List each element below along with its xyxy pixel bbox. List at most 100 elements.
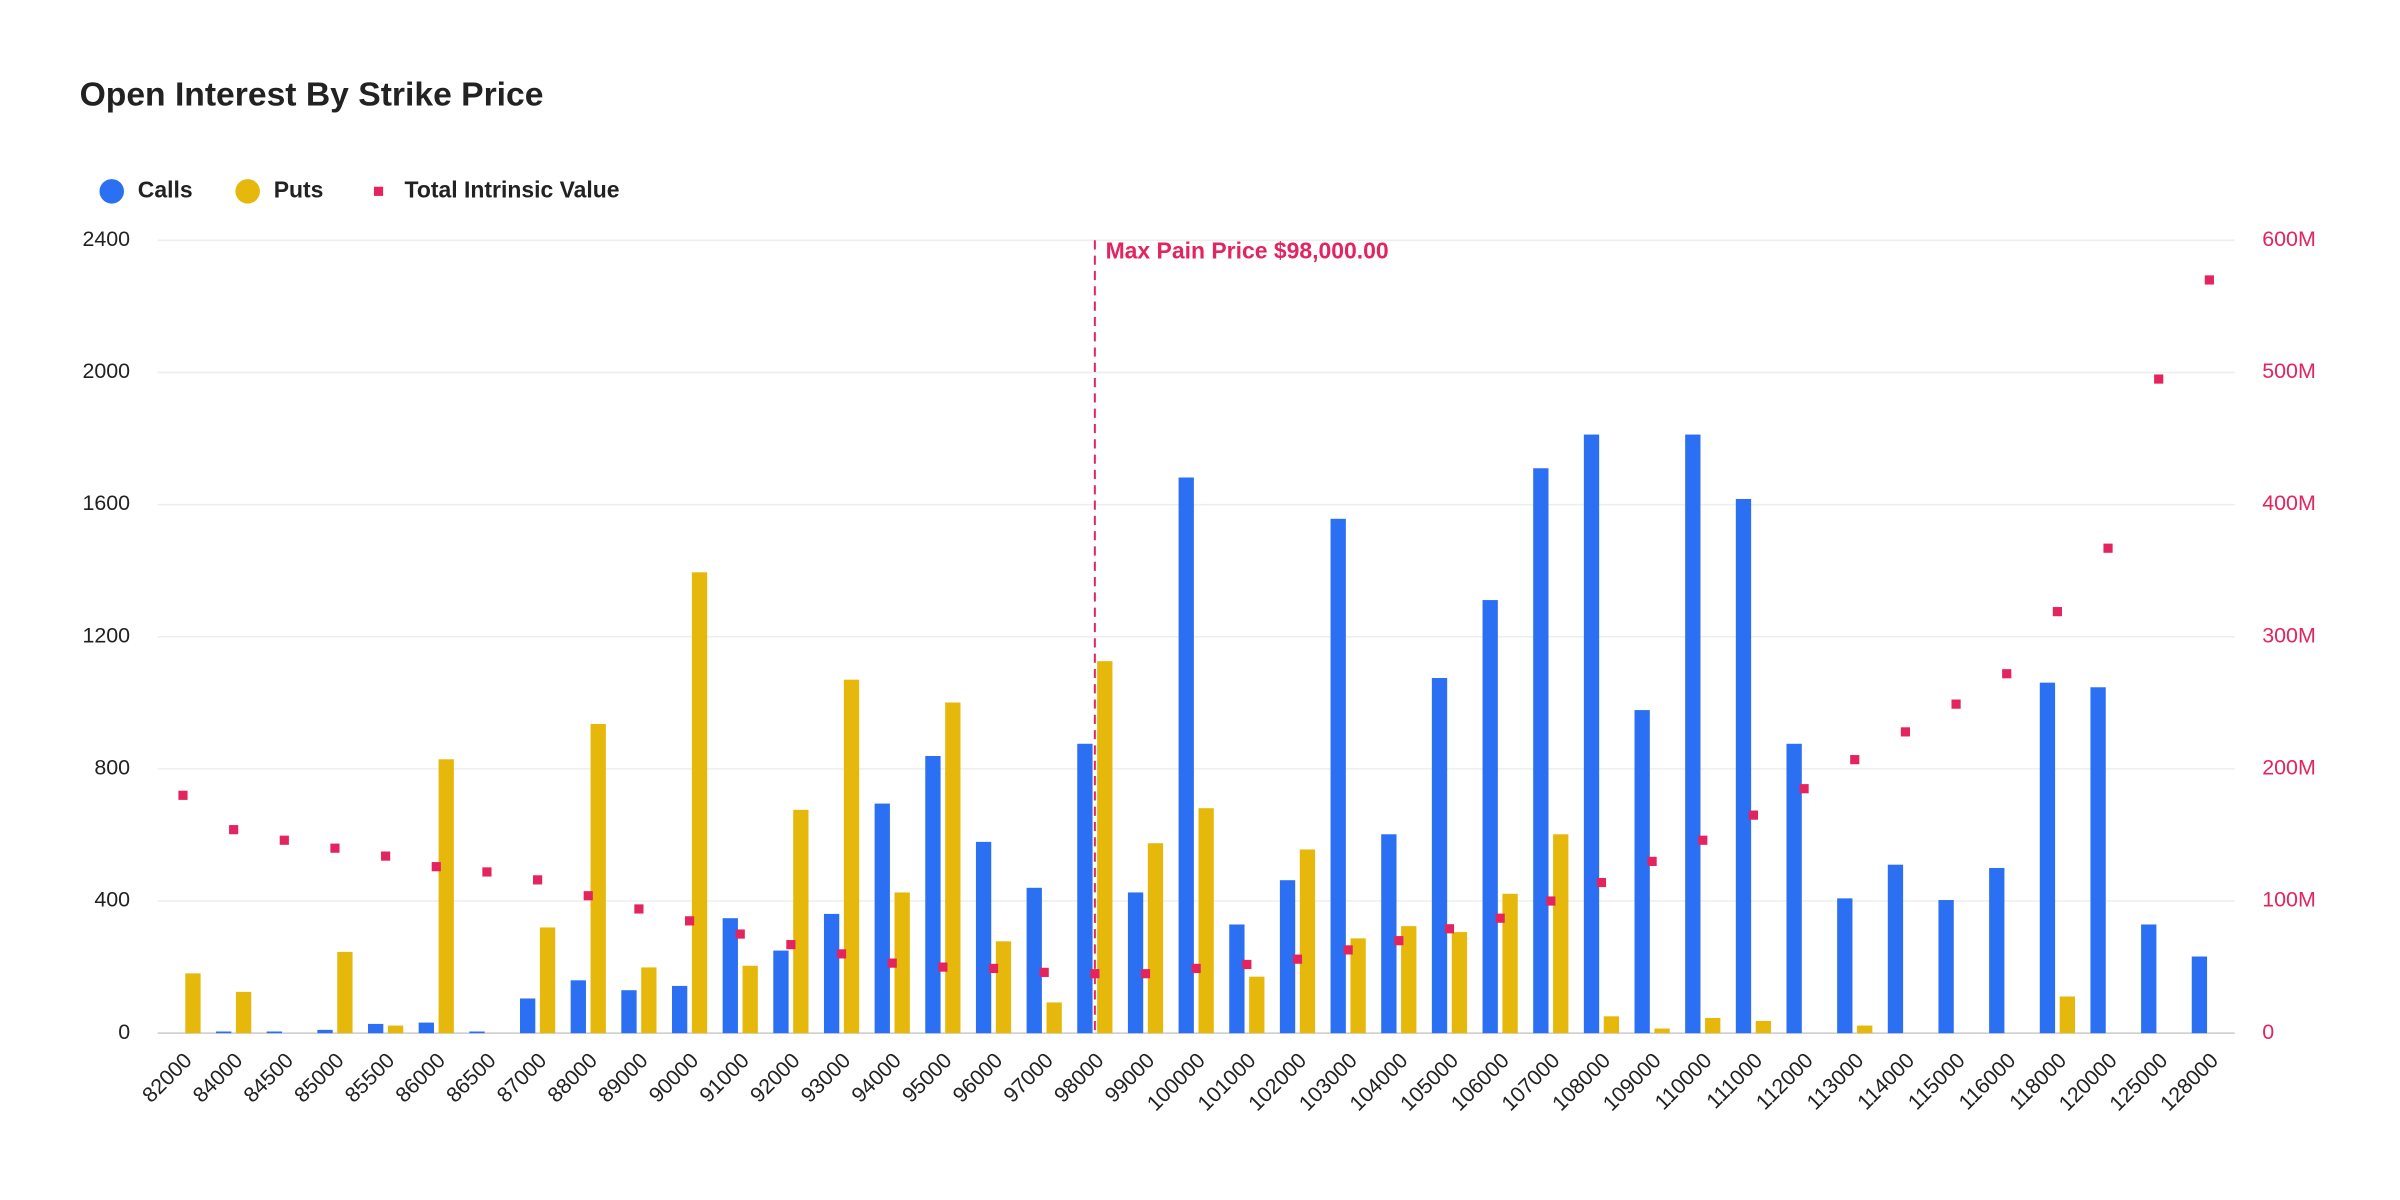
point	[583, 891, 593, 901]
point	[431, 862, 441, 872]
y-tick-label: 1200	[82, 623, 130, 647]
bar	[590, 723, 606, 1034]
legend-label: Total Intrinsic Value	[405, 176, 620, 202]
bar	[418, 1022, 434, 1034]
x-tick-label: 91000	[695, 1048, 754, 1107]
y-tick-label: 2400	[82, 227, 130, 251]
max-pain-label: Max Pain Price $98,000.00	[1106, 238, 1389, 264]
bar	[1431, 678, 1448, 1034]
bar	[2059, 996, 2075, 1034]
point	[786, 940, 796, 950]
point	[1495, 913, 1505, 923]
point	[684, 916, 695, 926]
bar	[235, 991, 252, 1034]
bar	[1451, 932, 1468, 1034]
y2-tick-label: 400M	[2262, 491, 2316, 515]
x-tick-label: 85000	[290, 1048, 349, 1107]
point	[1343, 945, 1353, 955]
bar	[995, 941, 1012, 1034]
bar	[1634, 710, 1650, 1034]
bar	[894, 892, 910, 1034]
bar	[1735, 498, 1752, 1034]
y-tick-label: 2000	[82, 359, 130, 383]
point	[1900, 727, 1910, 737]
x-tick-label: 112000	[1751, 1048, 1817, 1114]
legend-swatch	[99, 179, 124, 204]
legend-swatch	[373, 186, 384, 196]
bar	[1603, 1016, 1620, 1034]
bar	[823, 913, 840, 1034]
bar	[2191, 956, 2208, 1034]
bar	[1046, 1002, 1062, 1034]
point	[1951, 699, 1961, 709]
point	[533, 875, 543, 885]
bar	[469, 1031, 485, 1034]
bar	[1989, 867, 2005, 1034]
bar	[2141, 924, 2157, 1034]
x-tick-label: 93000	[796, 1048, 855, 1107]
bar	[1502, 893, 1518, 1034]
y-tick-label: 0	[118, 1020, 130, 1044]
bar	[874, 803, 890, 1034]
point	[1546, 896, 1556, 906]
point	[330, 843, 340, 853]
y-tick-label: 800	[94, 756, 130, 780]
x-tick-label: 110000	[1650, 1048, 1716, 1114]
point	[887, 958, 897, 968]
point	[1292, 954, 1303, 964]
legend-swatch	[235, 179, 260, 204]
bar	[773, 950, 789, 1034]
bar	[1178, 477, 1194, 1034]
bar	[1837, 898, 1853, 1034]
x-tick-label: 89000	[594, 1048, 653, 1107]
point	[1444, 924, 1455, 934]
bar	[945, 702, 961, 1034]
bar	[317, 1029, 333, 1034]
bar	[1401, 926, 1417, 1034]
bar	[1330, 518, 1346, 1034]
point	[2154, 374, 2164, 384]
point	[1596, 877, 1607, 888]
bar	[1381, 834, 1397, 1034]
bar	[975, 841, 992, 1034]
x-tick-label: 114000	[1853, 1048, 1919, 1114]
x-tick-label: 115000	[1903, 1048, 1969, 1114]
point	[1090, 969, 1100, 979]
bar	[722, 918, 738, 1034]
bar	[925, 755, 941, 1034]
bar	[570, 980, 586, 1034]
bar	[1097, 661, 1113, 1034]
bar	[1938, 900, 1954, 1034]
bar	[1279, 880, 1296, 1034]
legend-label: Puts	[274, 176, 324, 202]
point	[1394, 936, 1404, 946]
bar	[1533, 468, 1549, 1034]
x-tick-label: 82000	[138, 1048, 197, 1107]
bar	[1127, 892, 1144, 1034]
bar	[1299, 849, 1316, 1034]
point	[482, 867, 492, 877]
point	[836, 949, 847, 959]
point	[2204, 275, 2214, 285]
y-tick-label: 400	[94, 888, 130, 912]
x-tick-label: 86500	[442, 1048, 501, 1107]
point	[1850, 755, 1860, 765]
legend-label: Calls	[138, 176, 193, 202]
x-tick-label: 94000	[847, 1048, 906, 1107]
point	[938, 962, 948, 972]
bar	[1654, 1028, 1670, 1034]
point	[1191, 963, 1201, 974]
point	[381, 851, 391, 861]
x-tick-label: 92000	[745, 1048, 804, 1107]
point	[279, 835, 289, 845]
point	[634, 904, 644, 914]
x-tick-label: 86000	[391, 1048, 450, 1107]
bar	[185, 973, 201, 1034]
bar	[1755, 1020, 1772, 1034]
y-tick-label: 1600	[82, 491, 130, 515]
bar	[1229, 924, 1245, 1034]
point	[2103, 543, 2113, 553]
bar	[742, 965, 758, 1034]
bar	[1249, 976, 1265, 1034]
